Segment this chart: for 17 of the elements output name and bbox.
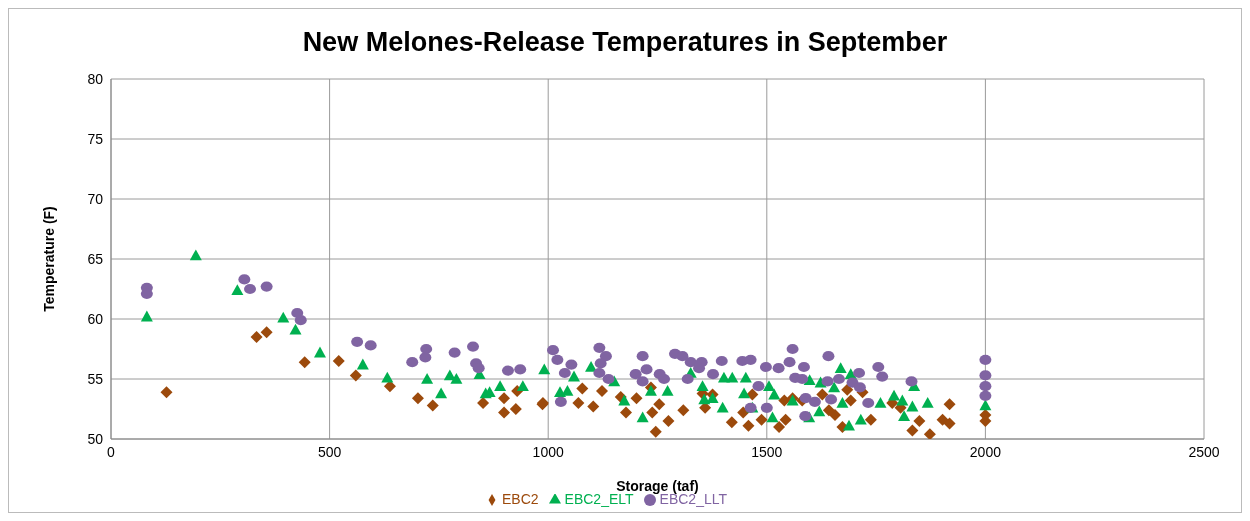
legend-label: EBC2: [501, 491, 539, 507]
x-tick-label: 2500: [1188, 443, 1220, 460]
x-tick-label: 500: [317, 443, 342, 460]
y-tick-label: 50: [87, 430, 104, 447]
y-axis-title: Temperature (F): [40, 206, 57, 312]
y-tick-label: 70: [87, 190, 104, 207]
y-tick-label: 75: [87, 130, 104, 147]
y-tick-label: 55: [87, 370, 104, 387]
chart-title: New Melones-Release Temperatures in September: [301, 26, 949, 59]
x-tick-label: 0: [107, 443, 116, 460]
x-tick-label: 1000: [532, 443, 564, 460]
y-tick-label: 60: [87, 310, 104, 327]
y-tick-label: 65: [87, 250, 104, 267]
y-tick-label: 80: [87, 70, 104, 87]
legend-label: EBC2_ELT: [564, 491, 634, 507]
x-tick-label: 2000: [969, 443, 1002, 460]
x-tick-label: 1500: [751, 443, 783, 460]
